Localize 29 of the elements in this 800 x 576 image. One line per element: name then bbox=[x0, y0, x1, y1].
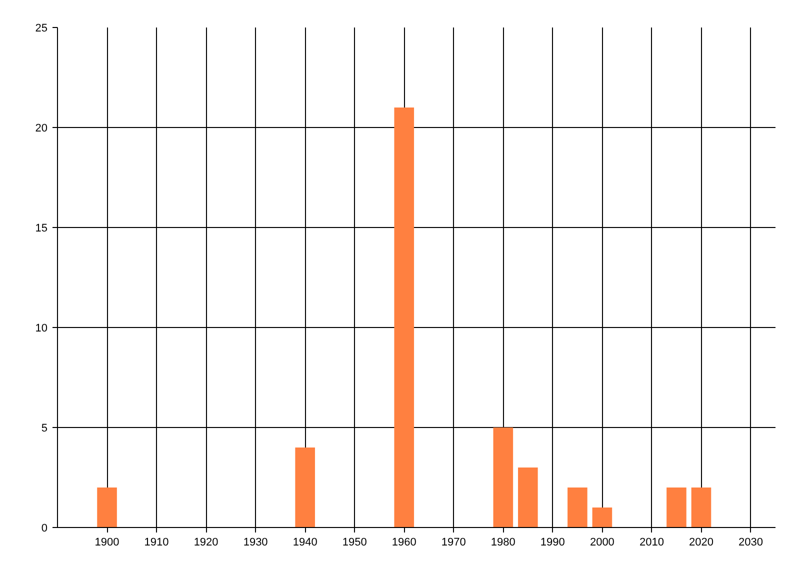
x-tick-label: 1930 bbox=[243, 536, 268, 548]
x-tick-label: 2030 bbox=[738, 536, 763, 548]
x-tick-label: 1900 bbox=[94, 536, 120, 548]
x-tick-label: 2020 bbox=[688, 536, 714, 548]
x-tick-label: 1950 bbox=[342, 536, 367, 548]
x-tick-label: 2000 bbox=[590, 536, 614, 548]
x-tick-label: 1910 bbox=[144, 536, 169, 548]
y-tick-label: 0 bbox=[41, 522, 48, 534]
x-tick-label: 1990 bbox=[540, 536, 565, 548]
y-tick-label: 15 bbox=[35, 222, 48, 234]
y-tick-label: 20 bbox=[35, 122, 48, 134]
x-tick-label: 1980 bbox=[490, 536, 516, 548]
bar bbox=[592, 508, 612, 528]
x-tick-label: 2010 bbox=[639, 536, 664, 548]
bar bbox=[568, 488, 588, 528]
x-tick-label: 1920 bbox=[194, 536, 218, 548]
bar bbox=[394, 108, 414, 528]
x-tick-label: 1970 bbox=[441, 536, 466, 548]
bar bbox=[97, 488, 117, 528]
y-tick-label: 25 bbox=[35, 22, 48, 34]
bar bbox=[493, 428, 514, 528]
bar bbox=[295, 448, 315, 528]
y-tick-label: 10 bbox=[35, 322, 48, 334]
y-tick-label: 5 bbox=[41, 422, 48, 434]
x-tick-label: 1960 bbox=[392, 536, 416, 548]
bar bbox=[518, 468, 538, 528]
bar bbox=[666, 488, 686, 528]
bar bbox=[691, 488, 712, 528]
x-tick-label: 1940 bbox=[292, 536, 318, 548]
